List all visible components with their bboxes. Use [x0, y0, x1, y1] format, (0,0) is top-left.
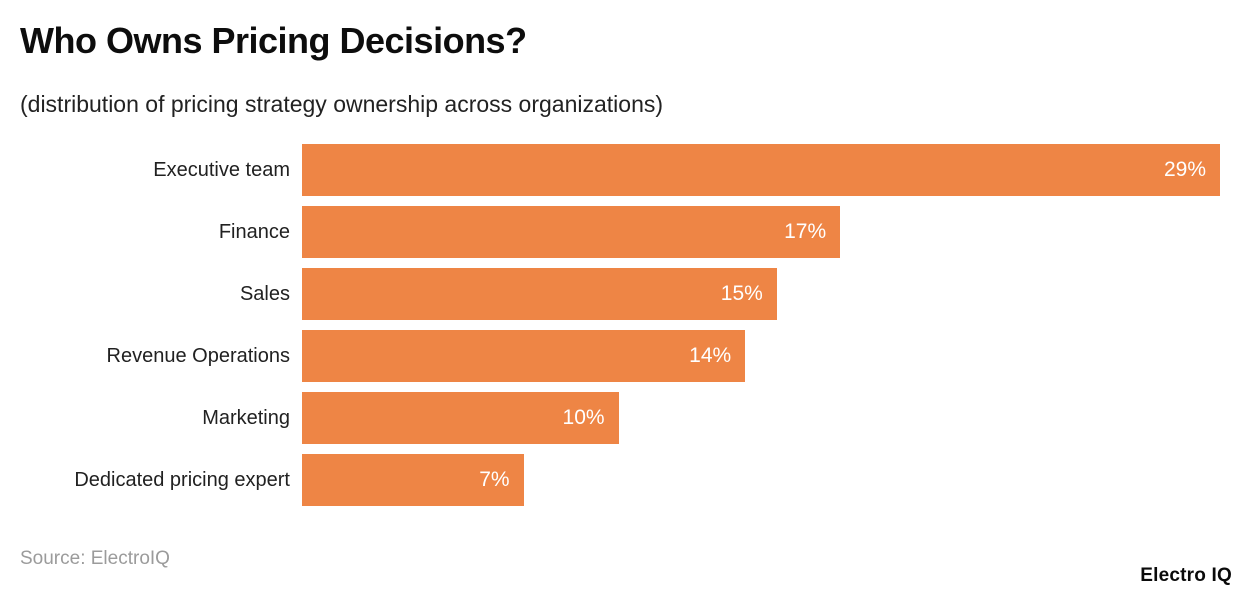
- value-label: 17%: [784, 220, 827, 243]
- value-label: 10%: [562, 406, 605, 429]
- category-label: Finance: [218, 221, 290, 243]
- bar-track: 17%: [302, 206, 1220, 258]
- value-label: 7%: [479, 468, 510, 491]
- bar-track: 15%: [302, 268, 1220, 320]
- bar: 15%: [302, 268, 777, 320]
- bar-chart: Executive team 29% Finance 17% Sales 15% Reven…: [20, 144, 1220, 516]
- value-label: 29%: [1163, 158, 1206, 181]
- bar-row: Dedicated pricing expert 7%: [20, 454, 1220, 506]
- category-label: Marketing: [202, 407, 290, 429]
- bar-row: Marketing 10%: [20, 392, 1220, 444]
- bar-track: 7%: [302, 454, 1220, 506]
- bar-track: 10%: [302, 392, 1220, 444]
- bar-row: Executive team 29%: [20, 144, 1220, 196]
- category-label: Executive team: [153, 159, 290, 181]
- bar-row: Finance 17%: [20, 206, 1220, 258]
- category-label: Revenue Operations: [106, 345, 290, 367]
- bar: 7%: [302, 454, 524, 506]
- bar: 10%: [302, 392, 619, 444]
- bar: 17%: [302, 206, 841, 258]
- bar-row: Revenue Operations 14%: [20, 330, 1220, 382]
- source-note: Source: ElectroIQ: [20, 548, 170, 569]
- value-label: 14%: [689, 344, 732, 367]
- category-label: Sales: [239, 283, 290, 305]
- bar-track: 14%: [302, 330, 1220, 382]
- chart-title: Who Owns Pricing Decisions?: [20, 20, 527, 61]
- bar: 14%: [302, 330, 746, 382]
- value-label: 15%: [720, 282, 763, 305]
- bar-track: 29%: [302, 144, 1220, 196]
- bar-row: Sales 15%: [20, 268, 1220, 320]
- brand-logo: Electro IQ: [1140, 565, 1232, 586]
- chart-subtitle: (distribution of pricing strategy owners…: [20, 91, 664, 117]
- bar: 29%: [302, 144, 1220, 196]
- category-label: Dedicated pricing expert: [74, 469, 290, 491]
